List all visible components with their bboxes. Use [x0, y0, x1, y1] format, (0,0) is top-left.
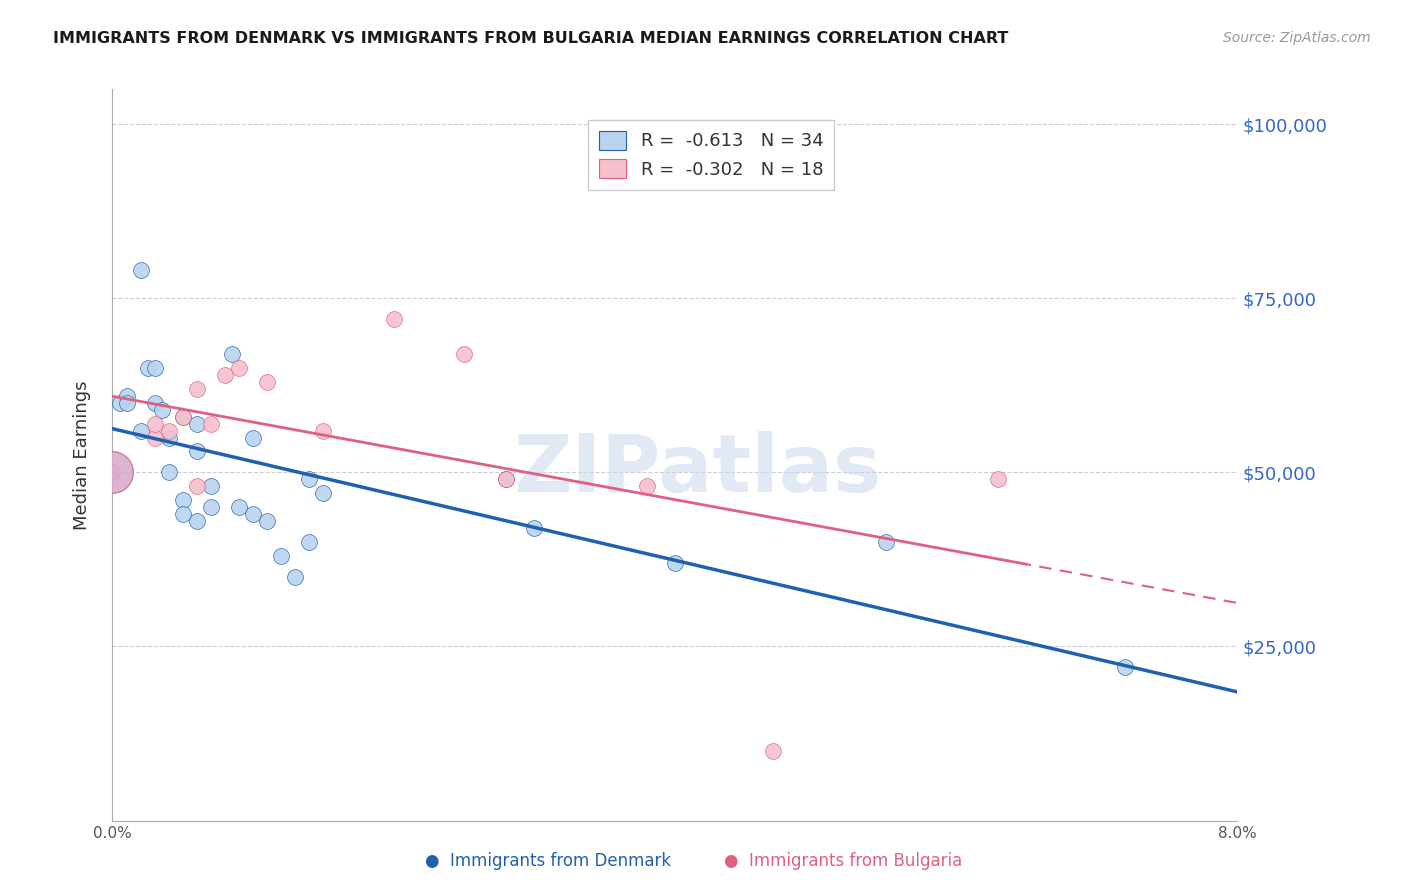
Point	[256, 375, 278, 389]
Point	[298, 535, 321, 549]
Point	[200, 479, 222, 493]
Point	[228, 360, 250, 375]
Point	[221, 347, 243, 361]
Point	[172, 507, 194, 521]
Point	[129, 263, 152, 277]
Point	[172, 409, 194, 424]
Point	[382, 312, 405, 326]
Point	[143, 360, 166, 375]
Point	[108, 395, 131, 409]
Point	[495, 472, 517, 486]
Point	[523, 521, 546, 535]
Point	[101, 466, 124, 480]
Text: IMMIGRANTS FROM DENMARK VS IMMIGRANTS FROM BULGARIA MEDIAN EARNINGS CORRELATION : IMMIGRANTS FROM DENMARK VS IMMIGRANTS FR…	[53, 31, 1008, 46]
Text: ●  Immigrants from Bulgaria: ● Immigrants from Bulgaria	[724, 852, 963, 870]
Point	[270, 549, 292, 563]
Point	[143, 417, 166, 431]
Point	[242, 430, 264, 444]
Point	[312, 486, 335, 500]
Point	[664, 556, 686, 570]
Point	[495, 472, 517, 486]
Point	[172, 493, 194, 508]
Point	[875, 535, 897, 549]
Text: ●  Immigrants from Denmark: ● Immigrants from Denmark	[425, 852, 672, 870]
Y-axis label: Median Earnings: Median Earnings	[73, 380, 91, 530]
Point	[453, 347, 475, 361]
Point	[284, 570, 307, 584]
Point	[115, 389, 138, 403]
Point	[312, 424, 335, 438]
Point	[214, 368, 236, 382]
Point	[115, 395, 138, 409]
Text: Source: ZipAtlas.com: Source: ZipAtlas.com	[1223, 31, 1371, 45]
Point	[129, 424, 152, 438]
Point	[101, 466, 124, 480]
Point	[143, 395, 166, 409]
Point	[136, 360, 159, 375]
Point	[157, 430, 180, 444]
Legend: R =  -0.613   N = 34, R =  -0.302   N = 18: R = -0.613 N = 34, R = -0.302 N = 18	[588, 120, 834, 190]
Point	[186, 382, 208, 396]
Point	[256, 514, 278, 528]
Point	[157, 466, 180, 480]
Point	[186, 479, 208, 493]
Point	[186, 417, 208, 431]
Point	[298, 472, 321, 486]
Point	[186, 514, 208, 528]
Point	[143, 430, 166, 444]
Point	[228, 500, 250, 515]
Point	[762, 744, 785, 758]
Point	[150, 402, 173, 417]
Point	[200, 500, 222, 515]
Point	[172, 409, 194, 424]
Point	[987, 472, 1010, 486]
Point	[242, 507, 264, 521]
Point	[1114, 660, 1136, 674]
Point	[636, 479, 658, 493]
Point	[200, 417, 222, 431]
Text: ZIPatlas: ZIPatlas	[513, 431, 882, 508]
Point	[157, 424, 180, 438]
Point	[186, 444, 208, 458]
